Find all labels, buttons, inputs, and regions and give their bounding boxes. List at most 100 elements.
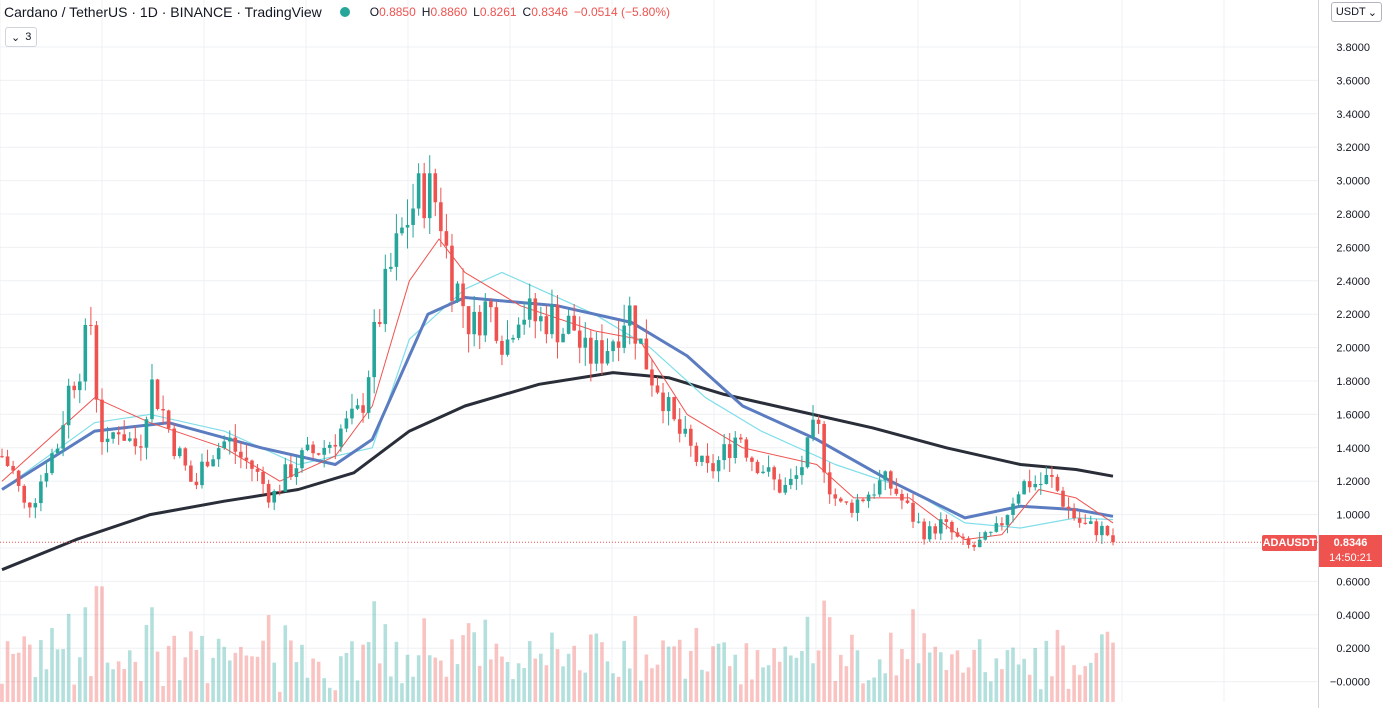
price-axis[interactable]: 3.8000 3.6000 3.4000 3.2000 3.0000 2.8000 2.60… [1318, 0, 1371, 708]
candle-body [705, 455, 710, 464]
tick-label: −0.0000 [1330, 677, 1370, 689]
volume-bar [489, 659, 493, 702]
candle-body [66, 385, 71, 426]
candle-body [139, 446, 143, 448]
candle-body [727, 444, 732, 458]
candle-body [405, 224, 410, 228]
tick-label: 0.2000 [1336, 643, 1370, 655]
candle-body [883, 471, 888, 481]
candle-body [144, 419, 149, 448]
candle-body [544, 316, 549, 335]
volume-bar [1005, 650, 1010, 702]
chart-grid [0, 0, 1318, 702]
volume-bar [916, 663, 921, 702]
volume-bar [1038, 689, 1043, 702]
candle-body [116, 432, 121, 435]
candle-body [527, 298, 532, 320]
volume-bar [289, 640, 293, 702]
volume-bar [89, 676, 93, 702]
candle-body [511, 337, 515, 340]
candle-body [261, 471, 265, 484]
candle-body [894, 488, 899, 494]
volume-bar [194, 649, 199, 702]
tick-label: 1.0000 [1336, 510, 1370, 522]
volume-bar [1088, 662, 1093, 702]
volume-bar [1033, 647, 1038, 702]
candle-body [983, 532, 988, 540]
volume-bar [366, 642, 371, 702]
volume-bar [805, 616, 810, 702]
volume-bar [811, 663, 815, 702]
candle-body [1000, 523, 1004, 526]
indicators-toggle-button[interactable]: ⌄ 3 [5, 27, 38, 47]
candle-body [672, 397, 676, 420]
volume-bar [505, 661, 510, 702]
volume-bar [589, 634, 593, 702]
candle-body [911, 502, 915, 522]
volume-bar [722, 642, 726, 702]
volume-bar [727, 666, 732, 702]
candle-body [1005, 514, 1010, 526]
tick-label: 3.6000 [1336, 75, 1370, 87]
tick-label: 0.6000 [1336, 576, 1370, 588]
volume-bar [988, 681, 993, 702]
volume-bar [1100, 634, 1104, 702]
candle-body [444, 231, 449, 246]
candle-body [44, 473, 49, 482]
volume-bar [222, 646, 226, 702]
candle-body [1011, 503, 1015, 515]
candle-body [5, 456, 10, 466]
volume-bar [127, 650, 132, 702]
candle-body [133, 438, 138, 447]
volume-bar [139, 681, 143, 702]
tick-label: 1.8000 [1336, 376, 1370, 388]
volume-bar [427, 655, 432, 702]
candle-body [555, 304, 560, 343]
volume-bar [216, 638, 221, 702]
volume-bar [411, 676, 415, 702]
tick-label: 3.4000 [1336, 109, 1370, 121]
candle-body [322, 447, 326, 455]
candle-body [722, 444, 726, 461]
candle-body [33, 503, 38, 508]
candle-body [339, 428, 343, 447]
volume-bar [0, 683, 4, 702]
volume-bar [339, 656, 343, 702]
candle-body [750, 457, 754, 462]
candle-body [972, 544, 976, 548]
volume-bar [994, 658, 999, 702]
candle-body [522, 319, 526, 325]
candle-body [105, 438, 110, 443]
volume-bar [433, 657, 438, 702]
low-value: 0.8261 [479, 5, 517, 19]
candle-body [733, 437, 738, 458]
candle-body [805, 437, 810, 468]
candle-body [477, 311, 482, 336]
volume-bar [477, 665, 482, 702]
candle-body [877, 480, 882, 495]
volume-bar [72, 684, 77, 702]
volume-bar [866, 680, 871, 702]
ma-fast-line [1, 238, 1114, 541]
indicators-count: 3 [25, 31, 32, 43]
volume-bar [322, 678, 326, 702]
candle-body [1100, 525, 1104, 536]
volume-bar [311, 658, 315, 702]
candle-body [383, 268, 388, 325]
volume-bar [883, 673, 888, 702]
volume-bar [183, 657, 188, 702]
currency-selector[interactable]: USDT ⌄ [1330, 2, 1382, 22]
volume-bar [761, 667, 765, 702]
volume-bar [600, 642, 604, 702]
volume-bar [205, 683, 210, 702]
candle-body [1016, 494, 1021, 504]
volume-bar [555, 649, 560, 702]
candle-body [766, 467, 771, 472]
volume-bar [22, 636, 27, 702]
candle-body [550, 304, 554, 335]
candle-body [1022, 481, 1026, 495]
volume-bar [122, 669, 127, 702]
symbol-title[interactable]: Cardano / TetherUS · 1D · BINANCE · Trad… [4, 4, 322, 20]
candle-body [927, 526, 932, 540]
